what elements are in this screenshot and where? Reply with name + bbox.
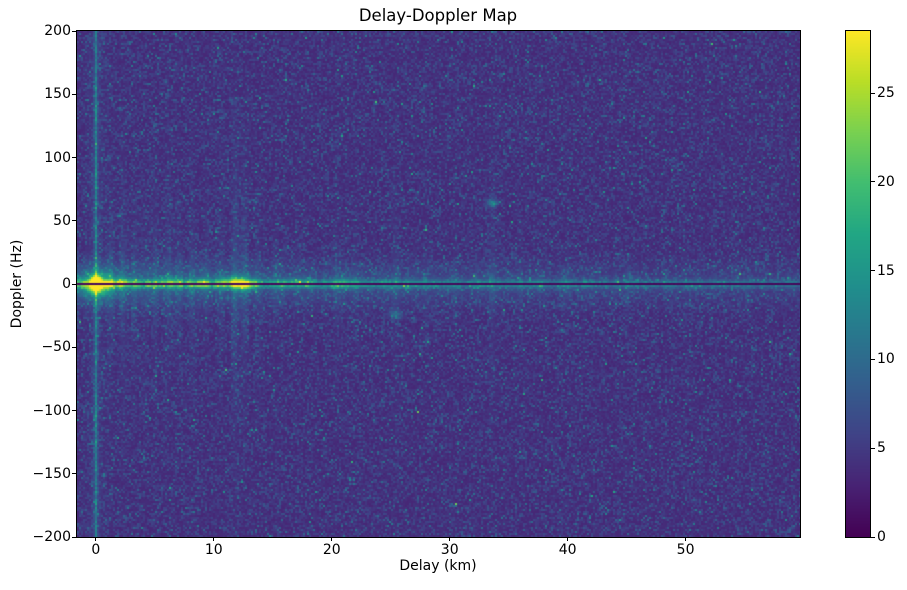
tick-mark [72, 410, 76, 411]
y-tick-label: −200 [32, 529, 71, 545]
tick-mark [72, 473, 76, 475]
y-tick-label: −150 [32, 465, 71, 482]
y-tick-label: 50 [53, 212, 71, 229]
y-tick-label: 150 [44, 86, 71, 103]
tick-mark [871, 92, 875, 94]
tick-mark [449, 537, 451, 541]
x-tick-label: 50 [676, 542, 695, 558]
y-tick-label: 200 [44, 23, 71, 39]
tick-mark [72, 536, 76, 538]
tick-mark [72, 220, 76, 222]
tick-mark [871, 358, 875, 360]
chart-title: Delay-Doppler Map [358, 6, 518, 25]
x-tick-label: 40 [558, 542, 577, 558]
x-tick-label: 0 [91, 542, 101, 558]
colorbar-tick-label: 25 [877, 85, 895, 102]
y-tick-label: 0 [62, 276, 71, 292]
colorbar-tick-label: 5 [877, 440, 886, 457]
tick-mark [72, 283, 76, 285]
tick-mark [567, 537, 569, 541]
x-axis-label: Delay (km) [399, 558, 477, 574]
y-tick-label: −50 [41, 339, 71, 356]
x-tick-label: 10 [204, 542, 223, 558]
x-tick-label: 30 [440, 542, 459, 558]
y-tick-label: −100 [32, 402, 71, 419]
tick-mark [685, 537, 687, 541]
tick-mark [213, 537, 215, 541]
tick-mark [871, 447, 875, 449]
tick-mark [72, 93, 76, 95]
y-tick-label: 100 [44, 149, 71, 166]
tick-mark [95, 537, 97, 541]
tick-mark [72, 30, 76, 32]
x-tick-label: 20 [322, 542, 341, 558]
colorbar-tick-label: 20 [877, 173, 895, 190]
heatmap-canvas [77, 31, 800, 537]
tick-mark [871, 181, 875, 183]
tick-mark [72, 157, 76, 158]
tick-mark [72, 346, 76, 348]
colorbar-tick-label: 10 [877, 351, 895, 368]
tick-mark [871, 536, 875, 538]
colorbar-tick-label: 0 [877, 529, 886, 545]
colorbar [845, 30, 871, 538]
tick-mark [871, 270, 875, 272]
colorbar-tick-label: 15 [877, 262, 895, 279]
heatmap-axes [76, 30, 801, 538]
colorbar-canvas [846, 31, 870, 537]
tick-mark [331, 537, 333, 541]
